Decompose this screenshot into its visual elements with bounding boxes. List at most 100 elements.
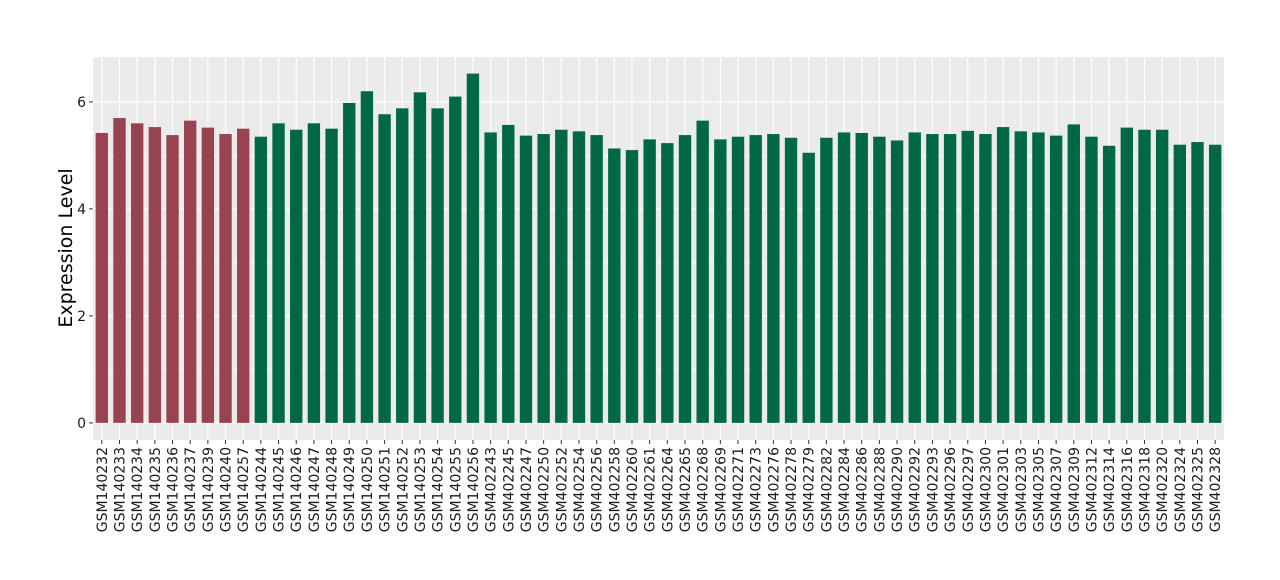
bar-GSM402325: [1191, 142, 1204, 423]
x-tick-label: GSM140256: [466, 447, 482, 532]
bar-GSM140257: [237, 128, 250, 423]
bar-GSM402312: [1085, 136, 1098, 423]
y-tick-label: 2: [77, 309, 86, 325]
bar-GSM402300: [979, 134, 992, 423]
bar-GSM140245: [272, 123, 285, 423]
bar-GSM140256: [466, 73, 480, 423]
x-tick-label: GSM402303: [1014, 447, 1030, 532]
x-tick-label: GSM402264: [660, 447, 676, 532]
x-tick-label: GSM402252: [554, 447, 570, 532]
x-tick-label: GSM402297: [961, 447, 977, 532]
bar-GSM402297: [961, 130, 974, 423]
bar-GSM402303: [1014, 131, 1027, 423]
bar-GSM402293: [926, 134, 939, 423]
bar-GSM140249: [343, 103, 356, 423]
bar-GSM402307: [1049, 135, 1063, 423]
x-tick-label: GSM402324: [1173, 447, 1189, 532]
bar-GSM402256: [590, 135, 603, 423]
y-tick-label: 6: [77, 95, 86, 111]
bar-GSM402278: [784, 137, 798, 423]
x-tick-label: GSM402269: [713, 447, 729, 532]
x-tick-label: GSM402320: [1155, 447, 1171, 532]
x-tick-label: GSM140255: [448, 447, 464, 532]
x-tick-label: GSM402271: [731, 447, 747, 532]
bar-GSM402260: [625, 150, 639, 423]
bar-GSM402273: [749, 135, 762, 423]
x-tick-label: GSM402286: [855, 447, 871, 532]
bar-GSM402264: [661, 143, 674, 423]
bar-GSM402261: [643, 139, 656, 423]
bar-GSM140233: [113, 117, 126, 423]
x-tick-label: GSM140257: [236, 447, 252, 532]
x-tick-label: GSM140233: [113, 447, 129, 532]
x-tick-label: GSM402278: [784, 447, 800, 532]
x-tick-label: GSM140240: [219, 447, 235, 532]
x-tick-label: GSM402265: [678, 447, 694, 532]
bar-GSM402279: [802, 152, 815, 423]
x-tick-label: GSM140250: [360, 447, 376, 532]
bar-GSM402305: [1032, 132, 1045, 423]
x-tick-label: GSM140234: [130, 447, 146, 532]
bar-GSM402320: [1155, 129, 1169, 423]
bar-GSM140234: [130, 123, 144, 423]
x-tick-label: GSM140254: [431, 447, 447, 532]
bar-GSM140235: [148, 127, 162, 423]
bar-GSM402318: [1138, 129, 1151, 423]
x-tick-label: GSM402288: [872, 447, 888, 532]
y-tick-label: 0: [77, 416, 86, 432]
bar-GSM402328: [1208, 144, 1222, 423]
x-tick-label: GSM402250: [537, 447, 553, 532]
x-tick-label: GSM402314: [1102, 447, 1118, 532]
bar-GSM402252: [555, 129, 568, 423]
x-tick-label: GSM402268: [696, 447, 712, 532]
bar-GSM140237: [184, 120, 197, 423]
x-tick-label: GSM402261: [643, 447, 659, 532]
x-tick-label: GSM402305: [1031, 447, 1047, 532]
bar-GSM402269: [714, 139, 727, 423]
x-tick-label: GSM140232: [95, 447, 111, 532]
x-tick-label: GSM402256: [590, 447, 606, 532]
bar-GSM402292: [908, 132, 921, 423]
x-tick-label: GSM140245: [272, 447, 288, 532]
bar-GSM402271: [731, 136, 745, 423]
bar-GSM402324: [1173, 144, 1187, 423]
bar-GSM402284: [837, 132, 851, 423]
x-tick-label: GSM140236: [166, 447, 182, 532]
bar-GSM402268: [696, 120, 709, 423]
x-tick-label: GSM140246: [289, 447, 305, 532]
x-tick-label: GSM402325: [1190, 447, 1206, 532]
bar-GSM140248: [325, 128, 338, 423]
x-tick-label: GSM402279: [802, 447, 818, 532]
x-tick-label: GSM402243: [484, 447, 500, 532]
bar-GSM140253: [413, 92, 427, 423]
x-tick-label: GSM140239: [201, 447, 217, 532]
bar-GSM140250: [360, 91, 374, 423]
x-tick-label: GSM402292: [908, 447, 924, 532]
x-tick-label: GSM402273: [749, 447, 765, 532]
bar-GSM140244: [254, 136, 268, 423]
x-tick-label: GSM140244: [254, 447, 270, 532]
x-tick-label: GSM402307: [1049, 447, 1065, 532]
x-tick-label: GSM402309: [1067, 447, 1083, 532]
x-tick-label: GSM402328: [1208, 447, 1224, 532]
x-tick-label: GSM140251: [378, 447, 394, 532]
bar-GSM140239: [201, 127, 215, 423]
x-tick-label: GSM402312: [1084, 447, 1100, 532]
x-axis: GSM140232 GSM140233 GSM140234 GSM140235 GSM1…: [95, 440, 1224, 532]
x-tick-label: GSM402284: [837, 447, 853, 532]
bar-GSM140232: [95, 132, 109, 423]
x-tick-label: GSM140252: [395, 447, 411, 532]
x-tick-label: GSM140235: [148, 447, 164, 532]
x-tick-label: GSM402290: [890, 447, 906, 532]
bar-GSM402243: [484, 132, 497, 423]
x-tick-label: GSM140248: [325, 447, 341, 532]
bar-GSM402245: [502, 124, 515, 423]
bar-GSM402314: [1102, 145, 1116, 423]
x-tick-label: GSM140253: [413, 447, 429, 532]
x-tick-label: GSM402296: [943, 447, 959, 532]
bar-GSM402258: [608, 148, 621, 423]
bar-GSM140236: [166, 135, 179, 423]
x-tick-label: GSM402316: [1120, 447, 1136, 532]
x-tick-label: GSM402276: [766, 447, 782, 532]
y-tick-label: 4: [77, 202, 86, 218]
